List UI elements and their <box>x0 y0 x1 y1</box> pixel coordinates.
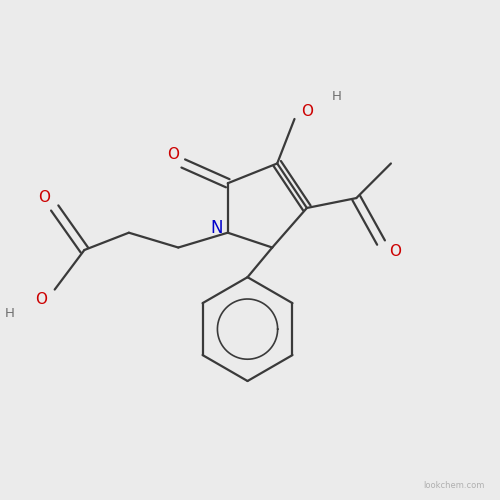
Text: O: O <box>301 104 313 119</box>
Text: O: O <box>35 292 47 307</box>
Text: N: N <box>210 219 223 237</box>
Text: O: O <box>168 147 179 162</box>
Text: H: H <box>332 90 342 103</box>
Text: H: H <box>4 307 14 320</box>
Text: O: O <box>389 244 401 259</box>
Text: O: O <box>38 190 50 204</box>
Text: lookchem.com: lookchem.com <box>424 481 485 490</box>
